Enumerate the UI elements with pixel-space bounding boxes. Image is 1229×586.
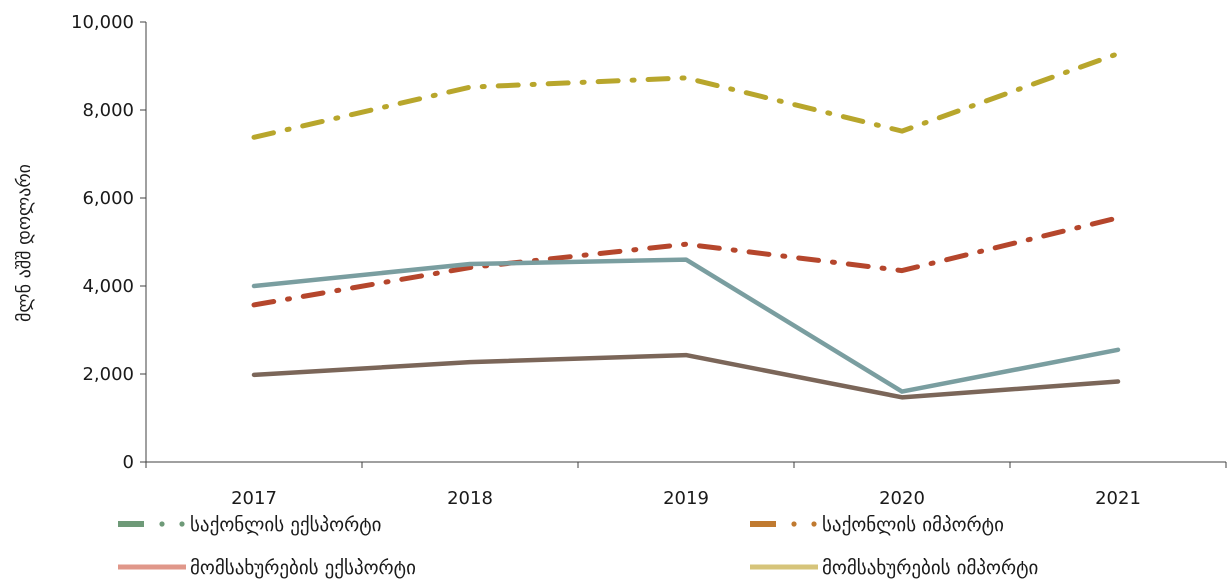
y-axis-title: მლნ აშშ დოლარი [14, 164, 35, 322]
series-lines [251, 51, 1121, 400]
legend-item: საქონლის იმპორტი [750, 514, 1004, 536]
series-line-0 [251, 257, 1121, 394]
legend-label: საქონლის იმპორტი [822, 514, 1004, 536]
x-tick-label: 2017 [231, 488, 277, 509]
legend-swatch-dot [179, 521, 185, 527]
series-line-3 [251, 51, 1121, 140]
legend-swatch-dot [159, 521, 165, 527]
legend-item: საქონლის ექსპორტი [118, 514, 382, 536]
y-tick-label: 8,000 [82, 100, 134, 121]
legend: საქონლის ექსპორტი საქონლის იმპორტი მომსახუ… [118, 514, 1038, 579]
x-axis-ticks: 2017 2018 2019 2020 2021 [145, 462, 1227, 509]
x-tick-label: 2021 [1095, 488, 1141, 509]
y-tick-label: 4,000 [82, 276, 134, 297]
legend-label: მომსახურების იმპორტი [822, 557, 1038, 579]
legend-label: მომსახურების ექსპორტი [190, 557, 416, 579]
legend-item: მომსახურების იმპორტი [750, 557, 1038, 579]
y-tick-label: 2,000 [82, 364, 134, 385]
y-axis-ticks: 0 2,000 4,000 6,000 8,000 10,000 [71, 12, 146, 473]
legend-label: საქონლის ექსპორტი [190, 514, 382, 536]
y-tick-label: 10,000 [71, 12, 134, 33]
legend-swatch-dot [811, 521, 817, 527]
legend-item: მომსახურების ექსპორტი [118, 557, 416, 579]
legend-swatch-dot [791, 521, 797, 527]
x-tick-label: 2019 [663, 488, 709, 509]
y-tick-label: 0 [123, 452, 134, 473]
x-tick-label: 2020 [879, 488, 925, 509]
x-tick-label: 2018 [447, 488, 493, 509]
y-tick-label: 6,000 [82, 188, 134, 209]
